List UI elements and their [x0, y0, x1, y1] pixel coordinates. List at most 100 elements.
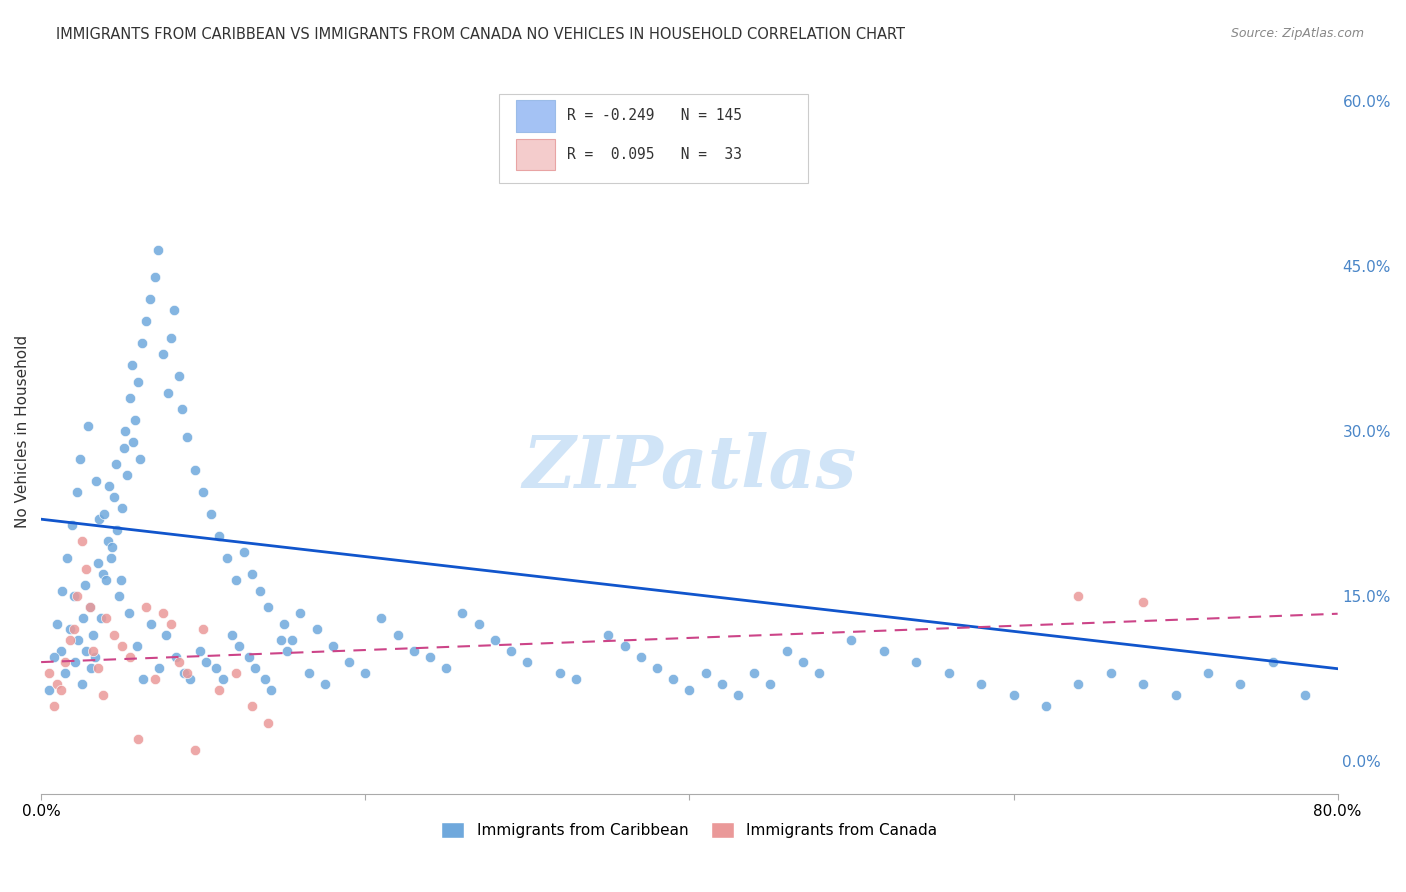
Point: [1261, 655, 1284, 669]
Point: [630, 649, 652, 664]
Point: [143, 672, 166, 686]
Point: [89, 512, 111, 526]
Point: [314, 677, 336, 691]
Point: [155, 627, 177, 641]
Point: [105, 523, 128, 537]
Point: [112, 441, 135, 455]
Point: [76, 644, 98, 658]
Point: [69, 451, 91, 466]
Point: [613, 639, 636, 653]
Point: [51, 583, 73, 598]
Point: [42, 699, 65, 714]
Point: [238, 649, 260, 664]
Point: [73, 578, 96, 592]
Point: [193, 622, 215, 636]
Text: R = -0.249   N = 145: R = -0.249 N = 145: [567, 109, 741, 123]
Point: [905, 655, 928, 669]
Text: Source: ZipAtlas.com: Source: ZipAtlas.com: [1230, 27, 1364, 40]
Point: [60, 517, 83, 532]
Point: [217, 550, 239, 565]
Point: [467, 616, 489, 631]
Point: [93, 507, 115, 521]
Point: [273, 616, 295, 631]
Point: [135, 600, 157, 615]
Point: [38, 666, 60, 681]
Point: [228, 639, 250, 653]
Point: [66, 484, 89, 499]
Point: [91, 688, 114, 702]
Point: [662, 672, 685, 686]
Point: [90, 611, 112, 625]
Point: [172, 402, 194, 417]
Point: [184, 463, 207, 477]
Point: [221, 627, 243, 641]
Point: [305, 622, 328, 636]
Point: [67, 633, 90, 648]
Point: [179, 672, 201, 686]
Text: R =  0.095   N =  33: R = 0.095 N = 33: [567, 147, 741, 161]
Point: [387, 627, 409, 641]
Point: [117, 606, 139, 620]
Point: [108, 589, 131, 603]
Point: [208, 682, 231, 697]
Point: [115, 468, 138, 483]
Point: [120, 392, 142, 406]
Point: [94, 611, 117, 625]
Point: [434, 660, 457, 674]
Point: [1164, 688, 1187, 702]
Point: [143, 270, 166, 285]
Point: [451, 606, 474, 620]
Point: [72, 611, 94, 625]
Point: [792, 655, 814, 669]
Point: [695, 666, 717, 681]
Point: [120, 649, 142, 664]
Point: [184, 743, 207, 757]
Point: [163, 303, 186, 318]
Point: [645, 660, 668, 674]
Point: [276, 644, 298, 658]
Point: [727, 688, 749, 702]
Point: [114, 424, 136, 438]
Point: [46, 677, 69, 691]
Point: [87, 556, 110, 570]
Point: [66, 589, 89, 603]
Point: [82, 627, 104, 641]
Point: [62, 589, 84, 603]
Point: [243, 660, 266, 674]
Point: [38, 682, 60, 697]
Point: [240, 699, 263, 714]
Point: [249, 583, 271, 598]
Point: [132, 672, 155, 686]
Point: [63, 655, 86, 669]
Point: [402, 644, 425, 658]
Point: [257, 600, 280, 615]
Point: [141, 616, 163, 631]
Point: [208, 529, 231, 543]
Point: [775, 644, 797, 658]
Legend: Immigrants from Caribbean, Immigrants from Canada: Immigrants from Caribbean, Immigrants fr…: [436, 816, 943, 845]
Point: [104, 457, 127, 471]
Point: [253, 672, 276, 686]
Point: [173, 666, 195, 681]
Point: [167, 369, 190, 384]
Point: [138, 293, 160, 307]
Point: [270, 633, 292, 648]
Point: [370, 611, 392, 625]
Point: [205, 660, 228, 674]
Point: [111, 639, 134, 653]
Point: [98, 479, 121, 493]
Point: [76, 562, 98, 576]
Point: [240, 567, 263, 582]
Point: [100, 550, 122, 565]
Point: [419, 649, 441, 664]
Y-axis label: No Vehicles in Household: No Vehicles in Household: [15, 334, 30, 528]
Point: [337, 655, 360, 669]
Point: [79, 600, 101, 615]
Point: [260, 682, 283, 697]
Point: [873, 644, 896, 658]
Point: [91, 567, 114, 582]
Point: [59, 633, 82, 648]
Point: [176, 666, 198, 681]
Point: [281, 633, 304, 648]
Point: [124, 413, 146, 427]
